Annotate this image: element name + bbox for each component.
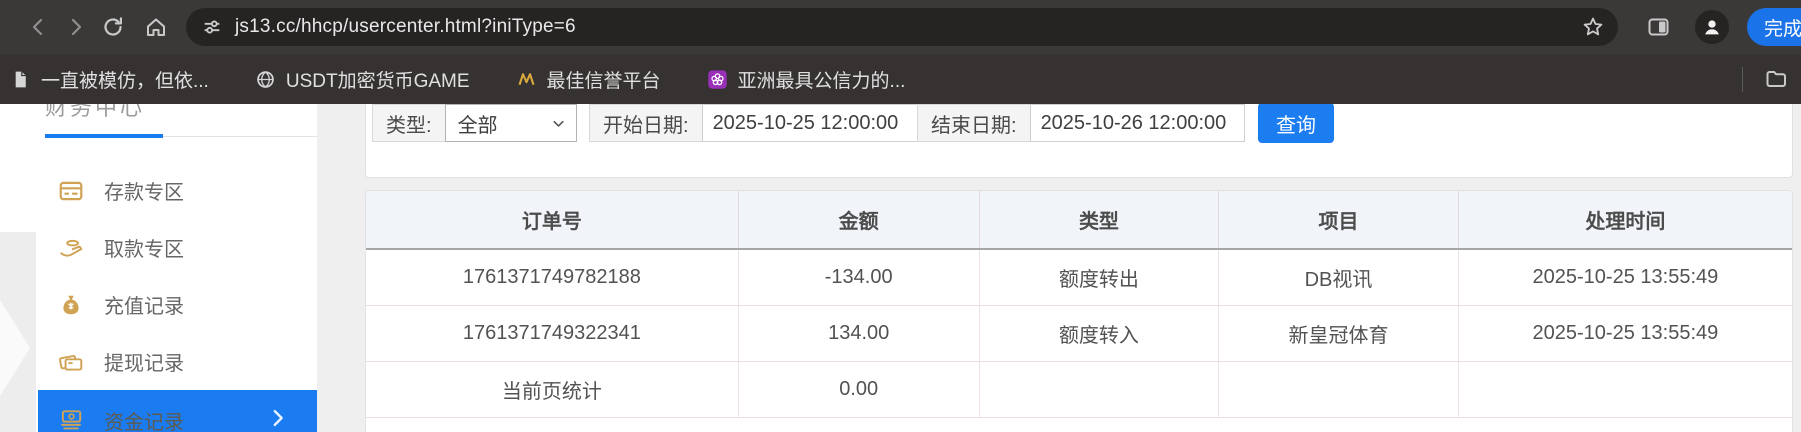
- search-button[interactable]: 查询: [1258, 103, 1334, 143]
- withdraw-hand-icon: [58, 235, 84, 261]
- end-date-input[interactable]: [1029, 104, 1245, 142]
- column-header-amount: 金额: [738, 191, 980, 250]
- cell-process-time: [1458, 361, 1792, 418]
- table-body: 1761371749782188 -134.00 额度转出 DB视讯 2025-10-2…: [366, 249, 1792, 418]
- cell-order-no: 1761371749322341: [366, 305, 739, 362]
- sidebar-item-label: 充值记录: [104, 296, 184, 318]
- column-header-project: 项目: [1218, 191, 1459, 250]
- sidebar-item-deposit-zone[interactable]: 存款专区: [0, 162, 317, 219]
- cell-project: DB视讯: [1218, 249, 1459, 306]
- home-icon[interactable]: [144, 15, 168, 39]
- active-tab-underline: [45, 134, 163, 138]
- folder-icon[interactable]: [1764, 67, 1788, 91]
- purple-flower-icon: [707, 69, 728, 90]
- column-header-type: 类型: [979, 191, 1220, 250]
- column-header-order-no: 订单号: [366, 191, 739, 250]
- cell-type: 额度转出: [979, 249, 1220, 306]
- cell-amount: -134.00: [738, 249, 980, 306]
- start-date-label: 开始日期:: [589, 104, 702, 142]
- table-row: 1761371749782188 -134.00 额度转出 DB视讯 2025-10-2…: [366, 249, 1792, 306]
- recharge-bag-icon: [58, 292, 84, 318]
- funds-table: 订单号 金额 类型 项目 处理时间 1761371749782188 -134.00 额度转…: [366, 191, 1792, 418]
- deposit-card-icon: [58, 178, 84, 204]
- finance-sidebar: 财务中心 存款专区取款专区充值记录提现记录资金记录: [0, 104, 317, 432]
- globe-icon: [255, 69, 276, 90]
- sidebar-item-withdraw-zone[interactable]: 取款专区: [0, 219, 317, 276]
- sidebar-section-title: 财务中心: [45, 104, 146, 120]
- back-icon[interactable]: [26, 15, 50, 39]
- bookmark-item[interactable]: 一直被模仿，但依...: [10, 66, 209, 93]
- side-panel-icon[interactable]: [1646, 15, 1671, 39]
- filter-panel: 类型: 全部 开始日期: 结束日期: 查询: [365, 90, 1793, 178]
- table-header-row: 订单号 金额 类型 项目 处理时间: [366, 191, 1792, 250]
- bookmarks-divider: [1742, 67, 1743, 92]
- sidebar-item-label: 提现记录: [104, 353, 184, 375]
- chevron-right-icon: [267, 407, 289, 429]
- bookmark-label: 最佳信誉平台: [546, 70, 661, 92]
- funds-record-icon: [58, 407, 84, 432]
- sidebar-item-funds-records[interactable]: 资金记录: [38, 390, 317, 432]
- cell-type: 额度转入: [979, 305, 1220, 362]
- bookmark-star-icon[interactable]: [1581, 15, 1605, 39]
- person-icon: [1701, 16, 1723, 38]
- type-select[interactable]: 全部: [444, 104, 577, 142]
- sidebar-item-label: 存款专区: [104, 182, 184, 204]
- tune-icon: [201, 16, 223, 38]
- sidebar-item-label: 取款专区: [104, 239, 184, 261]
- table-row: 当前页统计 0.00: [366, 361, 1792, 418]
- type-select-value: 全部: [457, 114, 498, 137]
- page-icon: [10, 69, 31, 90]
- type-filter-group: 类型: 全部: [372, 104, 577, 142]
- bookmark-item[interactable]: USDT加密货币GAME: [255, 66, 470, 93]
- address-bar[interactable]: js13.cc/hhcp/usercenter.html?iniType=6: [186, 8, 1618, 46]
- start-date-group: 开始日期:: [589, 104, 924, 142]
- cell-process-time: 2025-10-25 13:55:49: [1458, 305, 1792, 362]
- withdrawal-wallet-icon: [58, 349, 84, 375]
- sidebar-menu: 存款专区取款专区充值记录提现记录资金记录: [0, 162, 317, 432]
- cell-type: [979, 361, 1220, 418]
- sidebar-item-withdrawal-records[interactable]: 提现记录: [0, 333, 317, 390]
- bookmarks-list: 一直被模仿，但依... USDT加密货币GAME 最佳信誉平台 亚洲最具公信力的...: [10, 54, 951, 104]
- type-label: 类型:: [372, 104, 445, 142]
- end-date-label: 结束日期:: [917, 104, 1030, 142]
- sidebar-deco-arrow: [0, 300, 30, 396]
- browser-toolbar: js13.cc/hhcp/usercenter.html?iniType=6 完…: [0, 0, 1801, 54]
- cell-project: 新皇冠体育: [1218, 305, 1459, 362]
- cell-project: [1218, 361, 1459, 418]
- chevron-down-icon: [550, 115, 567, 132]
- cell-amount: 134.00: [738, 305, 980, 362]
- bookmark-label: 亚洲最具公信力的...: [737, 70, 906, 92]
- cell-process-time: 2025-10-25 13:55:49: [1458, 249, 1792, 306]
- start-date-input[interactable]: [701, 104, 924, 142]
- bookmarks-bar: 一直被模仿，但依... USDT加密货币GAME 最佳信誉平台 亚洲最具公信力的...: [0, 54, 1801, 104]
- cell-order-no: 1761371749782188: [366, 249, 739, 306]
- done-button[interactable]: 完成: [1747, 8, 1801, 46]
- end-date-group: 结束日期:: [917, 104, 1245, 142]
- cell-amount: 0.00: [738, 361, 980, 418]
- forward-icon[interactable]: [64, 15, 88, 39]
- url-text[interactable]: js13.cc/hhcp/usercenter.html?iniType=6: [235, 16, 576, 37]
- gold-logo-icon: [516, 69, 537, 90]
- sidebar-item-label: 资金记录: [104, 411, 184, 432]
- funds-table-card: 订单号 金额 类型 项目 处理时间 1761371749782188 -134.00 额度转…: [365, 190, 1793, 432]
- profile-avatar[interactable]: [1695, 10, 1729, 44]
- bookmark-item[interactable]: 亚洲最具公信力的...: [707, 66, 906, 93]
- refresh-icon[interactable]: [101, 15, 125, 39]
- sidebar-divider-line: [163, 136, 317, 137]
- table-row: 1761371749322341 134.00 额度转入 新皇冠体育 2025-10-2…: [366, 305, 1792, 362]
- column-header-process-time: 处理时间: [1458, 191, 1792, 250]
- cell-order-no: 当前页统计: [366, 361, 739, 418]
- sidebar-item-recharge-records[interactable]: 充值记录: [0, 276, 317, 333]
- bookmark-item[interactable]: 最佳信誉平台: [516, 66, 661, 93]
- bookmark-label: 一直被模仿，但依...: [41, 70, 209, 92]
- bookmark-label: USDT加密货币GAME: [285, 70, 470, 92]
